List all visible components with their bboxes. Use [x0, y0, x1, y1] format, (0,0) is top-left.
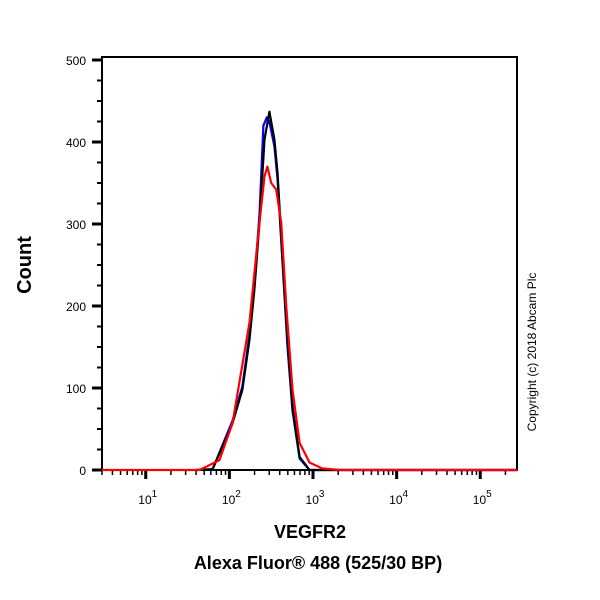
copyright-annotation: Copyright (c) 2018 Abcam Plc [525, 273, 539, 432]
x-axis-label: VEGFR2 [274, 522, 346, 542]
series-line-2 [102, 165, 517, 472]
y-tick-label: 500 [66, 54, 86, 68]
y-tick-label: 300 [66, 218, 86, 232]
x-axis-label-line2: Alexa Fluor® 488 (525/30 BP) [194, 553, 442, 573]
x-tick-label: 102 [222, 489, 241, 507]
x-tick-label: 103 [306, 489, 325, 507]
y-axis-label: Count [14, 236, 36, 294]
y-tick-label: 400 [66, 136, 86, 150]
x-tick-label: 105 [473, 489, 492, 507]
plot-frame [101, 56, 518, 471]
x-tick-label: 101 [138, 489, 157, 507]
y-tick-label: 100 [66, 382, 86, 396]
y-tick-label: 0 [79, 464, 86, 478]
series-line-1 [196, 110, 517, 472]
x-tick-label: 104 [389, 489, 408, 507]
y-tick-label: 200 [66, 300, 86, 314]
